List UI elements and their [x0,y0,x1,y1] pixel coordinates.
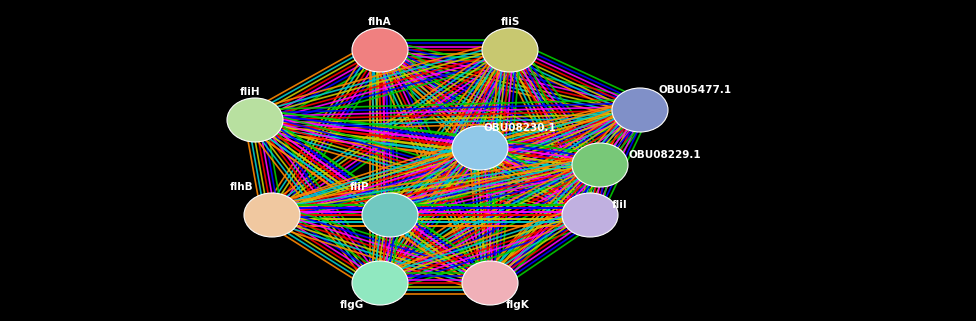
Text: flhB: flhB [230,182,254,192]
Text: flgG: flgG [340,300,364,310]
Ellipse shape [352,28,408,72]
Ellipse shape [244,193,300,237]
Ellipse shape [462,261,518,305]
Ellipse shape [612,88,668,132]
Ellipse shape [227,98,283,142]
Ellipse shape [452,126,508,170]
Text: fliH: fliH [240,87,261,97]
Text: OBU08230.1: OBU08230.1 [484,123,556,133]
Text: fliP: fliP [350,182,370,192]
Ellipse shape [572,143,628,187]
Ellipse shape [482,28,538,72]
Text: fliS: fliS [501,17,519,27]
Ellipse shape [362,193,418,237]
Text: flgK: flgK [507,300,530,310]
Text: OBU08229.1: OBU08229.1 [629,150,702,160]
Text: flhA: flhA [368,17,391,27]
Ellipse shape [352,261,408,305]
Text: OBU05477.1: OBU05477.1 [659,85,732,95]
Ellipse shape [562,193,618,237]
Text: fliI: fliI [612,200,628,210]
